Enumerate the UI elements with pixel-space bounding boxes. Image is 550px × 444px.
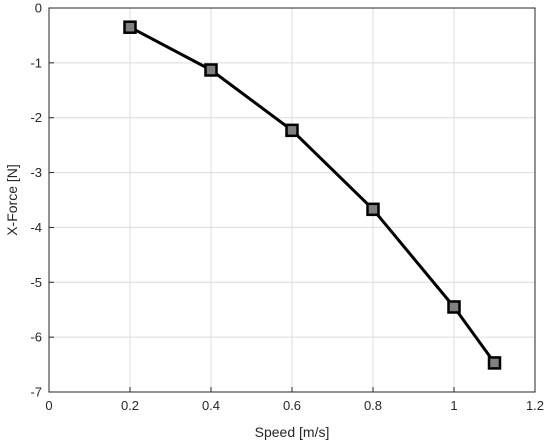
data-point	[366, 202, 380, 217]
y-tick-label: -6	[30, 330, 42, 345]
x-tick-label: 0.6	[283, 398, 301, 413]
y-tick-label: -5	[30, 275, 42, 290]
series-line	[129, 25, 496, 364]
data-point	[123, 20, 137, 34]
x-tick-label: 0.2	[121, 398, 139, 413]
y-tick-label: -4	[30, 220, 42, 235]
data-point	[487, 356, 502, 370]
y-tick-label: -7	[30, 385, 42, 400]
data-point	[204, 63, 218, 77]
y-tick-label: -1	[30, 55, 42, 70]
x-tick-label: 0.8	[364, 398, 382, 413]
y-tick-label: 0	[35, 1, 42, 16]
data-point	[285, 123, 299, 138]
data-point	[447, 300, 461, 314]
grid	[48, 7, 536, 393]
x-tick-label: 1	[450, 398, 457, 413]
y-tick-label: -2	[30, 110, 42, 125]
x-tick-label: 1.2	[526, 398, 544, 413]
x-tick-label: 0.4	[202, 398, 220, 413]
y-axis-label: X-Force [N]	[4, 164, 20, 236]
series	[123, 20, 502, 370]
y-tick-label: -3	[30, 165, 42, 180]
x-axis-label: Speed [m/s]	[255, 424, 330, 440]
x-tick-label: 0	[45, 398, 52, 413]
ticks: 0 0.2 0.4 0.6 0.8 1 1.2 0 -1 -2 -3 -4 -5 -6 -7	[30, 1, 544, 414]
